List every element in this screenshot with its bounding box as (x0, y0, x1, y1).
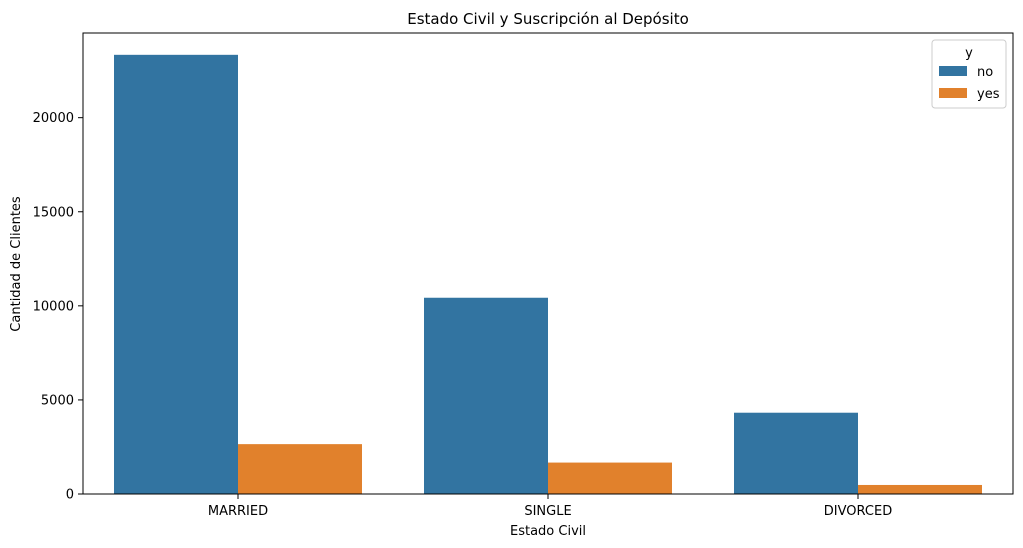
y-tick-label: 10000 (33, 299, 74, 314)
y-tick-label: 15000 (33, 205, 74, 220)
legend-label-no: no (977, 65, 993, 80)
x-axis-label: Estado Civil (510, 524, 586, 539)
x-tick-label-divorced: DIVORCED (824, 504, 892, 519)
legend-swatch-yes (939, 88, 967, 98)
bar-married-no (114, 54, 238, 495)
y-tick-label: 5000 (41, 393, 74, 408)
plot-frame (82, 32, 1014, 495)
legend-swatch-no (939, 66, 967, 76)
y-axis-label: Cantidad de Clientes (9, 196, 24, 332)
x-tick-label-married: MARRIED (208, 504, 268, 519)
y-tick-label: 0 (66, 488, 74, 503)
legend-title: y (965, 46, 973, 61)
y-axis: 0 5000 10000 15000 20000 (33, 111, 83, 503)
bars-group (114, 54, 982, 495)
bar-single-no (424, 297, 548, 494)
legend-label-yes: yes (977, 87, 1000, 102)
legend: y no yes (931, 39, 1007, 109)
bar-divorced-no (734, 412, 858, 494)
x-tick-label-single: SINGLE (524, 504, 571, 519)
bar-married-yes (238, 444, 362, 494)
chart-title: Estado Civil y Suscripción al Depósito (407, 10, 689, 28)
y-tick-label: 20000 (33, 111, 74, 126)
bar-divorced-yes (858, 484, 982, 494)
x-axis: MARRIED SINGLE DIVORCED (208, 494, 892, 519)
bar-single-yes (548, 462, 672, 494)
